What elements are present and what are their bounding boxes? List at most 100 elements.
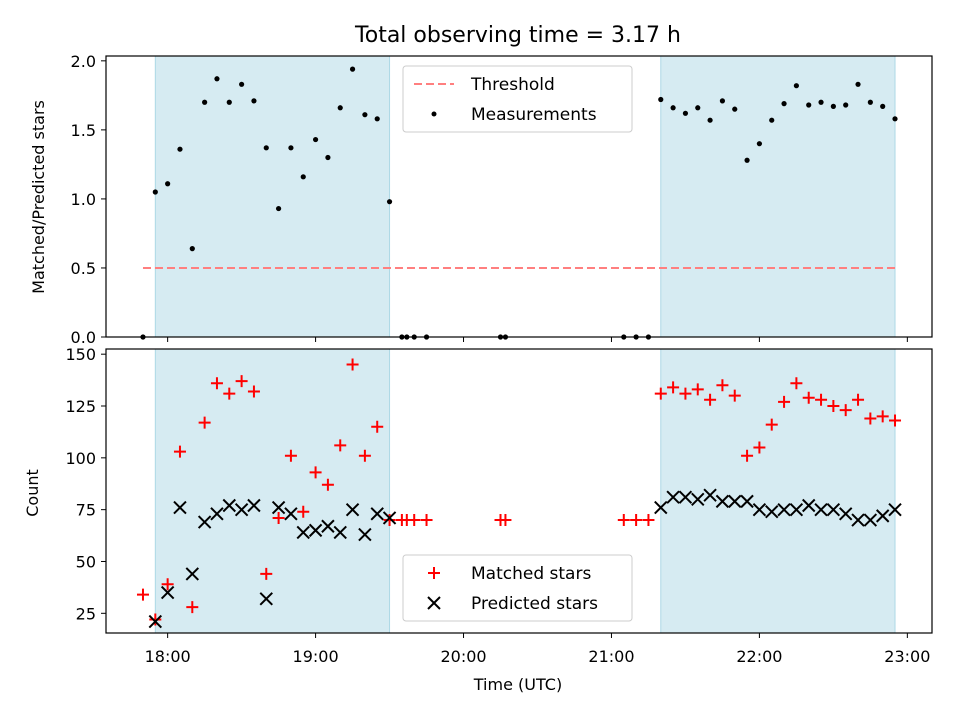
shaded-band-top-1 <box>660 55 896 338</box>
matched-star-point <box>765 418 778 431</box>
predicted-star-point <box>197 515 212 529</box>
x-tick-label: 18:00 <box>145 647 191 666</box>
legend-measurements-label: Measurements <box>471 105 597 125</box>
matched-star-point <box>630 514 643 527</box>
measurement-point <box>843 102 849 108</box>
predicted-star-point <box>802 498 816 513</box>
predicted-star-point <box>308 523 323 538</box>
top-shaded-bands <box>154 55 896 338</box>
measurement-point <box>349 66 356 72</box>
matched-star-point <box>371 420 384 433</box>
top-y-tick-label: 2.0 <box>71 52 96 71</box>
predicted-star-point <box>185 567 200 581</box>
matched-star-point <box>161 578 174 591</box>
matched-star-point <box>334 439 347 452</box>
matched-star-point <box>667 381 680 394</box>
matched-star-point <box>889 414 902 427</box>
matched-star-point <box>617 514 630 527</box>
matched-star-point <box>260 567 273 580</box>
matched-star-point <box>321 478 334 491</box>
predicted-star-point <box>789 502 804 517</box>
bottom-panel: 25 50 75 100 125 150 18:00 19:00 20:00 21:00 22:0… <box>23 345 933 694</box>
predicted-star-point <box>222 498 236 513</box>
measurements-legend-swatch <box>431 111 437 117</box>
matched-star-point <box>198 416 211 429</box>
measurement-point <box>744 157 750 163</box>
predicted-star-point <box>234 502 249 517</box>
predicted-star-point <box>814 502 828 517</box>
top-legend-box <box>402 65 633 133</box>
measurement-point <box>386 199 393 205</box>
matched-star-point <box>864 412 877 425</box>
bottom-legend: Matched stars Predicted stars <box>402 554 633 622</box>
matched-star-point <box>223 387 236 400</box>
predicted-star-point <box>321 519 335 533</box>
measurement-point <box>251 98 257 104</box>
predicted-star-point <box>284 507 298 521</box>
measurement-point <box>312 136 319 143</box>
predicted-star-point <box>173 500 187 515</box>
bottom-shaded-bands <box>154 348 896 634</box>
matched-star-point <box>297 505 310 518</box>
measurement-point <box>732 106 738 112</box>
legend-matched-label: Matched stars <box>471 564 591 584</box>
matched-star-point <box>383 514 396 527</box>
measurement-point <box>793 83 799 89</box>
predicted-star-point <box>863 513 878 527</box>
bottom-axes-frame <box>105 348 933 634</box>
predicted-star-point <box>678 490 693 504</box>
measurement-point <box>214 76 220 82</box>
x-axis-label: Time (UTC) <box>473 675 562 694</box>
bottom-y-tick-label: 125 <box>65 397 96 416</box>
top-y-ticks: 0.0 0.5 1.0 1.5 2.0 <box>71 52 106 347</box>
measurement-point <box>362 112 368 118</box>
measurement-point <box>177 146 183 152</box>
top-y-tick-label: 0.0 <box>71 328 96 347</box>
measurement-point <box>707 117 713 123</box>
matched-star-point <box>149 613 162 626</box>
matched-star-point <box>741 449 754 462</box>
predicted-star-point <box>271 500 286 515</box>
measurement-point <box>202 99 208 105</box>
shaded-band-bottom-1 <box>660 348 896 634</box>
measurement-point <box>658 96 664 103</box>
matched-star-point <box>346 358 359 371</box>
predicted-star-point <box>728 494 742 509</box>
matched-star-point <box>284 449 297 462</box>
matched-star-point <box>642 514 655 527</box>
top-y-tick-label: 1.0 <box>71 190 96 209</box>
predicted-star-point <box>148 614 163 629</box>
predicted-star-point <box>740 494 754 509</box>
measurement-point <box>682 110 689 116</box>
measurement-point <box>325 154 331 161</box>
predicted-star-point <box>715 494 730 509</box>
predicted-legend-swatch <box>427 596 441 610</box>
predicted-star-point <box>345 502 360 517</box>
predicted-star-point <box>765 505 779 519</box>
bottom-y-tick-label: 100 <box>65 449 96 468</box>
matched-star-point <box>136 588 149 601</box>
predicted-star-point <box>838 507 853 521</box>
measurement-point <box>165 181 171 187</box>
measurement-point <box>275 205 282 212</box>
predicted-star-point <box>296 525 310 540</box>
predicted-star-point <box>382 511 397 525</box>
predicted-star-point <box>666 490 680 504</box>
matched-star-point <box>802 391 815 404</box>
matched-star-point <box>235 375 248 388</box>
measurement-point <box>756 141 763 147</box>
matched-star-point <box>728 389 741 402</box>
matched-star-point <box>778 395 791 408</box>
top-y-tick-label: 1.5 <box>71 121 96 140</box>
matched-star-point <box>876 410 889 423</box>
measurement-point <box>337 105 343 111</box>
measurement-point <box>374 116 380 122</box>
predicted-star-point <box>333 525 347 540</box>
matched-star-point <box>654 387 667 400</box>
measurement-point <box>818 99 824 105</box>
matched-star-point <box>679 387 692 400</box>
predicted-star-point <box>826 502 841 517</box>
bottom-y-axis-label: Count <box>23 469 42 517</box>
measurement-point <box>695 105 701 111</box>
x-tick-label: 19:00 <box>293 647 339 666</box>
